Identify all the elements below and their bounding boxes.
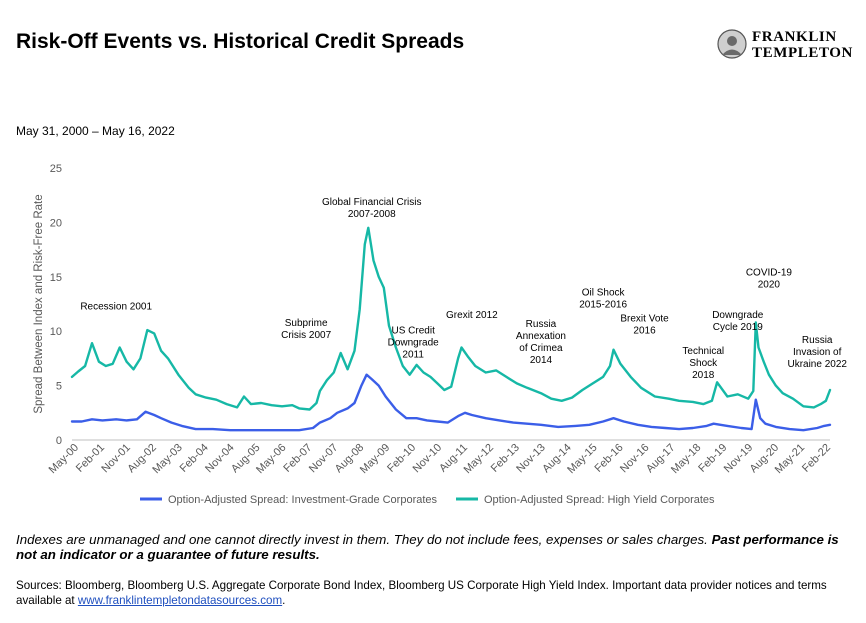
sources-link[interactable]: www.franklintempletondatasources.com: [77, 594, 283, 607]
x-tick-label: Nov-10: [411, 442, 445, 476]
sources-text: Sources: Bloomberg, Bloomberg U.S. Aggre…: [16, 579, 827, 607]
event-annotation: Oil Shock 2015-2016: [579, 287, 627, 310]
y-tick-label: 10: [50, 326, 62, 338]
date-range-subtitle: May 31, 2000 – May 16, 2022: [16, 124, 175, 138]
y-tick-label: 20: [50, 217, 62, 229]
event-annotation: Recession 2001: [80, 301, 152, 312]
y-tick-label: 15: [50, 272, 62, 284]
series-line-investment-grade: [70, 373, 832, 432]
brand-logo: FRANKLIN TEMPLETON: [716, 28, 856, 64]
x-tick-label: May-00: [47, 442, 81, 476]
x-tick-label: Feb-22: [800, 442, 833, 475]
event-annotation: Technical Shock 2018: [682, 346, 724, 381]
portrait-medallion-icon: [717, 29, 747, 59]
sources-suffix: .: [282, 594, 286, 607]
event-annotation: COVID-19 2020: [746, 268, 793, 291]
legend-label: Option-Adjusted Spread: High Yield Corpo…: [484, 494, 715, 506]
y-axis-label: Spread Between Index and Risk-Free Rate: [33, 194, 45, 413]
y-tick-label: 25: [50, 163, 62, 175]
disclaimer-bold: Past performance is not an indicator or …: [16, 532, 839, 562]
event-annotation: Global Financial Crisis 2007-2008: [322, 197, 421, 220]
event-annotation: Downgrade Cycle 2019: [712, 310, 764, 333]
page-title: Risk-Off Events vs. Historical Credit Sp…: [16, 30, 465, 53]
event-annotation: US Credit Downgrade 2011: [388, 325, 440, 360]
credit-spread-chart: 0 5 10 15 20 25 Spread Between Index and Risk-…: [33, 163, 847, 506]
event-annotation: Grexit 2012: [446, 310, 498, 321]
brand-line1: FRANKLIN: [752, 29, 837, 45]
brand-line2: TEMPLETON: [752, 45, 853, 61]
event-annotation: Brexit Vote 2016: [620, 313, 669, 336]
brand-name: FRANKLIN TEMPLETON: [752, 29, 853, 61]
legend-label: Option-Adjusted Spread: Investment-Grade…: [168, 494, 438, 506]
series-line-high-yield: [70, 226, 832, 411]
y-tick-label: 0: [56, 435, 62, 447]
event-annotation: Russia Invasion of Ukraine 2022: [787, 335, 847, 370]
y-tick-label: 5: [56, 381, 62, 393]
disclaimer: Indexes are unmanaged and one cannot dir…: [16, 532, 856, 562]
event-annotation: Subprime Crisis 2007: [281, 318, 331, 341]
sources-note: Sources: Bloomberg, Bloomberg U.S. Aggre…: [16, 578, 856, 608]
disclaimer-text: Indexes are unmanaged and one cannot dir…: [16, 532, 712, 547]
event-annotation: Russia Annexation of Crimea 2014: [516, 319, 566, 366]
